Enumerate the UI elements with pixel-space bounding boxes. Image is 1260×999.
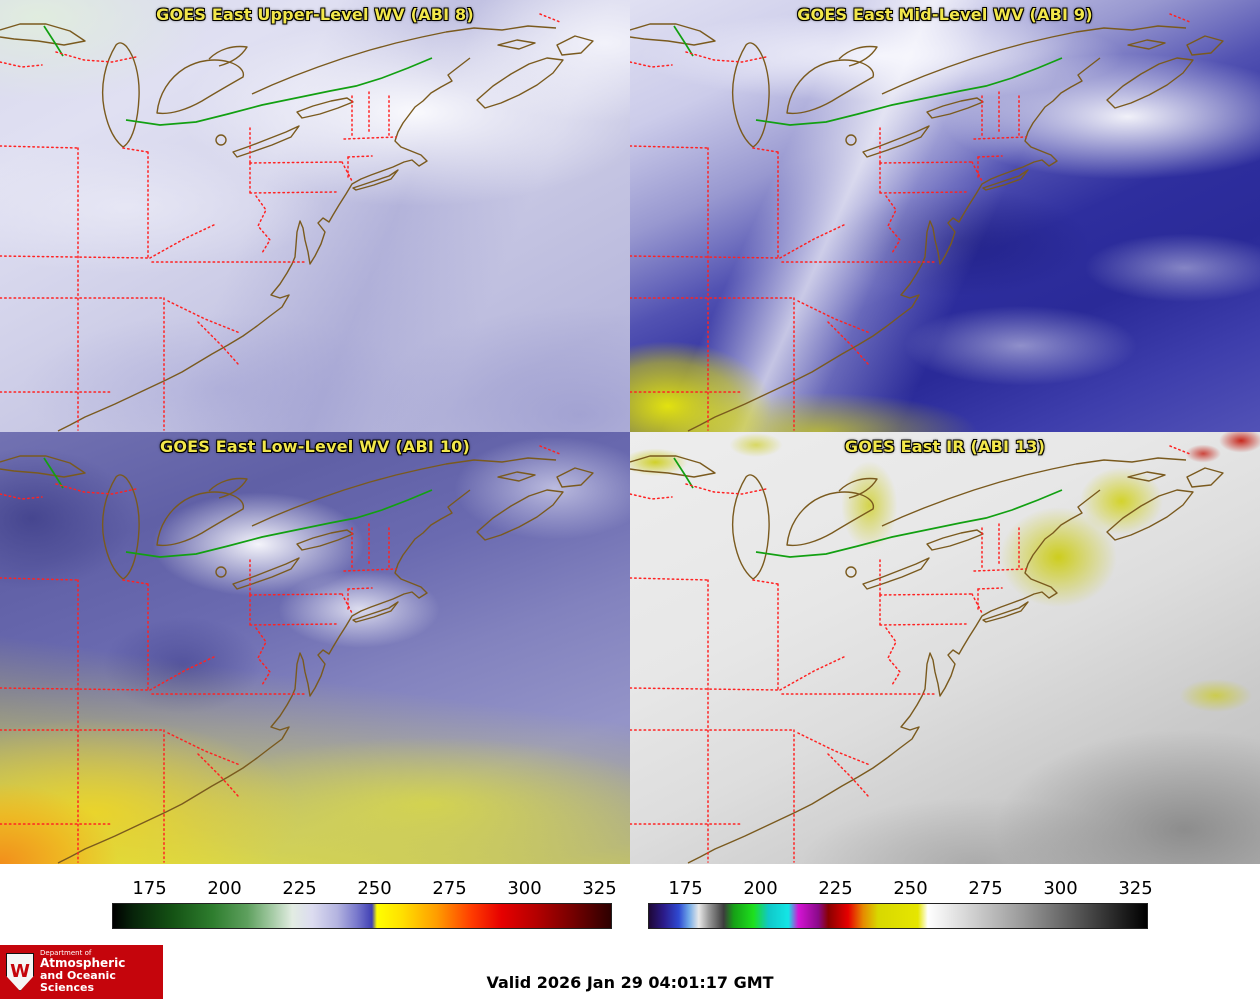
- logo-text: Department of Atmospheric and Oceanic Sc…: [40, 948, 157, 995]
- colorbar-tick-label: 175: [132, 878, 167, 899]
- basemap-overlay: [630, 13, 1224, 432]
- colorbar-tick-label: 300: [507, 878, 542, 899]
- logo-dept-line: Department of: [40, 948, 92, 957]
- valid-time-label: Valid 2026 Jan 29 04:01:17 GMT: [486, 973, 774, 992]
- panel-mid-level-wv: GOES East Mid-Level WV (ABI 9): [630, 0, 1260, 432]
- colorbar-wv-gradient: [112, 903, 612, 929]
- basemap-overlay: [0, 13, 594, 432]
- footer: W Department of Atmospheric and Oceanic …: [0, 940, 1260, 999]
- colorbar-tick-label: 275: [968, 878, 1003, 899]
- colorbar-wv-ticks: 175 200 225 250 275 300 325: [112, 874, 616, 900]
- panel-title-low-wv: GOES East Low-Level WV (ABI 10): [159, 437, 470, 456]
- colorbar-ir: 175 200 225 250 275 300 325: [648, 874, 1153, 934]
- colorbar-strip: 175 200 225 250 275 300 325 175 200 225 250 275 300…: [0, 864, 1260, 940]
- colorbar-tick-label: 325: [1118, 878, 1153, 899]
- crest-letter: W: [10, 961, 30, 982]
- panel-title-mid-wv: GOES East Mid-Level WV (ABI 9): [797, 5, 1093, 24]
- colorbar-tick-label: 225: [818, 878, 853, 899]
- panel-title-upper-wv: GOES East Upper-Level WV (ABI 8): [156, 5, 474, 24]
- colorbar-ir-ticks: 175 200 225 250 275 300 325: [648, 874, 1152, 900]
- basemap-overlay: [630, 445, 1224, 864]
- panel-upper-level-wv: GOES East Upper-Level WV (ABI 8): [0, 0, 630, 432]
- colorbar-tick-label: 300: [1043, 878, 1078, 899]
- basemap-overlay: [0, 445, 594, 864]
- logo-name-line2: and Oceanic Sciences: [40, 969, 116, 995]
- colorbar-tick-label: 225: [282, 878, 317, 899]
- colorbar-tick-label: 325: [582, 878, 617, 899]
- colorbar-wv: 175 200 225 250 275 300 325: [112, 874, 617, 934]
- panel-title-ir: GOES East IR (ABI 13): [844, 437, 1046, 456]
- quadrant-grid: GOES East Upper-Level WV (ABI 8) GOES Ea…: [0, 0, 1260, 864]
- colorbar-tick-label: 175: [668, 878, 703, 899]
- uw-aos-logo: W Department of Atmospheric and Oceanic …: [0, 945, 163, 999]
- colorbar-tick-label: 250: [357, 878, 392, 899]
- colorbar-ir-gradient: [648, 903, 1148, 929]
- colorbar-tick-label: 250: [893, 878, 928, 899]
- panel-ir: GOES East IR (ABI 13): [630, 432, 1260, 864]
- colorbar-tick-label: 275: [432, 878, 467, 899]
- panel-low-level-wv: GOES East Low-Level WV (ABI 10): [0, 432, 630, 864]
- logo-name-line1: Atmospheric: [40, 956, 126, 971]
- colorbar-tick-label: 200: [743, 878, 778, 899]
- colorbar-tick-label: 200: [207, 878, 242, 899]
